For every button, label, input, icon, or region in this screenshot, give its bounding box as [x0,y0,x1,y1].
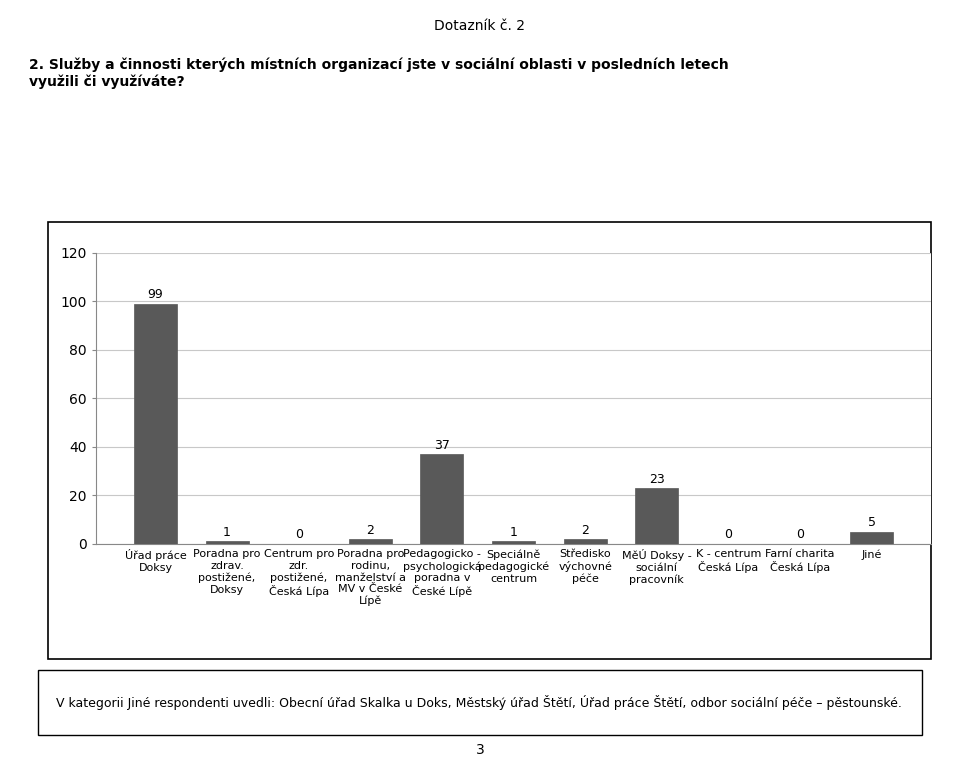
Text: 23: 23 [649,473,664,486]
Text: 3: 3 [475,743,485,757]
Bar [851,532,893,544]
Bar [420,454,464,544]
Bar [205,542,249,544]
Text: Dotazník č. 2: Dotazník č. 2 [435,19,525,33]
Bar [348,539,392,544]
Text: 0: 0 [796,529,804,542]
Text: 5: 5 [868,516,876,529]
Text: 1: 1 [223,526,231,539]
Text: V kategorii Jiné respondenti uvedli: Obecní úřad Skalka u Doks, Městský úřad Ště: V kategorii Jiné respondenti uvedli: Obe… [56,696,902,710]
Text: 1: 1 [510,526,517,539]
Text: 0: 0 [295,529,302,542]
Text: 2: 2 [582,524,589,536]
Bar [492,542,535,544]
Text: 0: 0 [725,529,732,542]
Bar [134,304,177,544]
FancyBboxPatch shape [38,670,922,735]
Text: 2: 2 [367,524,374,536]
Text: Využívané služby a činnosti místních organizací: Využívané služby a činnosti místních org… [228,253,752,273]
Text: 99: 99 [148,288,163,301]
Text: 2. Služby a činnosti kterých místních organizací jste v sociální oblasti v posle: 2. Služby a činnosti kterých místních or… [29,57,729,89]
Text: 37: 37 [434,439,450,452]
FancyBboxPatch shape [48,222,931,659]
Bar [564,539,607,544]
Bar [636,488,679,544]
